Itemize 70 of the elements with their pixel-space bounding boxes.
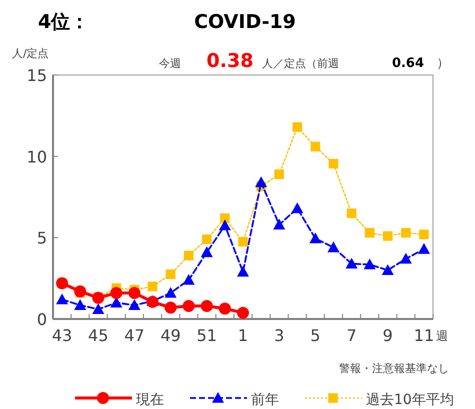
x-tick-label: 43 [52,326,72,345]
point [382,231,393,241]
point [238,236,248,247]
point [382,264,394,275]
point [110,286,122,299]
point [218,219,231,230]
point [200,300,213,312]
point [327,241,340,252]
point [164,286,177,298]
point [184,250,194,260]
point [364,228,374,238]
point [182,300,195,312]
point [237,266,249,277]
x-tick-label: 9 [382,326,393,345]
text: 人／定点（前週 [262,57,339,70]
point [255,176,268,188]
x-tick-label: 51 [196,326,217,345]
legend-label: 現在 [136,392,164,408]
point [346,208,356,218]
point [310,142,320,152]
y-axis-title: 人/定点 [12,47,49,60]
point [200,246,213,258]
chart-subtitle: COVID-19 [194,11,296,33]
point [128,286,140,299]
point [364,258,376,270]
point [346,258,358,268]
point [202,234,212,244]
point [291,202,304,214]
point [148,282,158,292]
x-tick-label: 5 [310,326,320,345]
y-tick-label: 15 [26,66,47,85]
point [164,302,177,314]
point [273,218,286,230]
point [92,303,104,314]
x-tick-label: 45 [88,326,108,345]
point [220,213,230,223]
text: 0.38 [206,50,254,72]
point [292,122,302,132]
point [56,293,68,304]
x-tick-label: 1 [238,326,248,345]
point [128,299,140,310]
text: 今週 [159,57,181,70]
point [218,302,231,315]
point [182,274,195,285]
point [418,243,430,254]
x-tick-label: 47 [124,326,145,345]
x-tick-label: 11 [414,326,434,345]
x-tick-label: 49 [160,326,181,345]
legend-label: 前年 [251,392,279,408]
chart-title: 4位： [38,11,90,33]
y-tick-label: 10 [26,147,47,166]
point [74,299,86,310]
text: 警報・注意報基準なし [339,362,449,375]
x-tick-label: 3 [274,326,284,345]
point [328,158,338,168]
x-tick-label: 7 [346,326,357,345]
text: ） [436,56,450,71]
x-axis-title: 週 [436,329,448,343]
y-tick-label: 0 [36,310,47,329]
point [309,232,322,244]
point [237,306,249,319]
point [166,269,176,280]
point [400,252,412,264]
y-tick-label: 5 [36,228,47,248]
point [74,285,86,298]
point [274,169,284,180]
text: 0.64 [392,56,424,71]
point [419,230,429,240]
legend-label: 過去10年平均 [366,392,454,408]
point [401,228,411,238]
